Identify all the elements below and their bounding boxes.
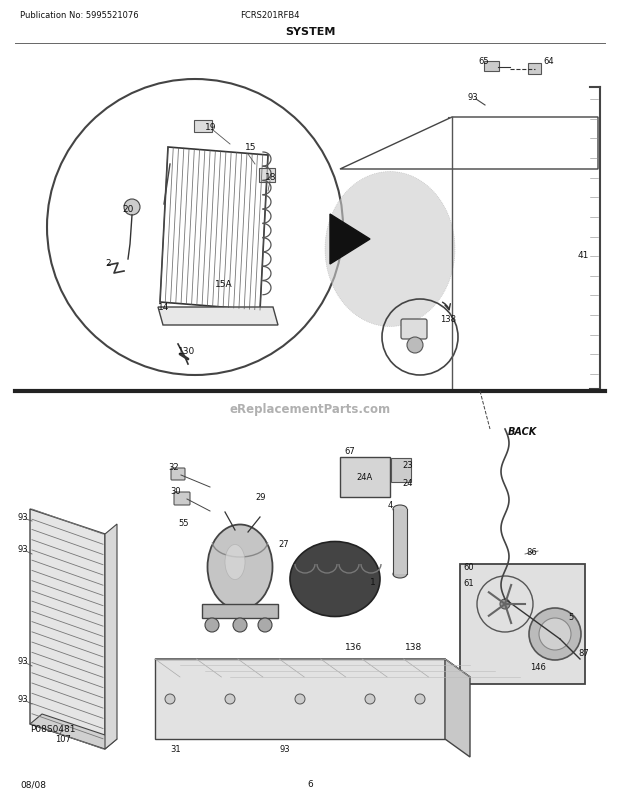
Circle shape: [124, 200, 140, 216]
Text: 15: 15: [245, 144, 257, 152]
Text: 136: 136: [345, 642, 362, 652]
Text: 30: 30: [170, 487, 180, 496]
Text: 6: 6: [307, 780, 313, 788]
FancyBboxPatch shape: [202, 604, 278, 618]
Circle shape: [529, 608, 581, 660]
Ellipse shape: [325, 172, 455, 327]
Circle shape: [205, 618, 219, 632]
Circle shape: [165, 695, 175, 704]
Text: 86: 86: [526, 548, 537, 557]
Polygon shape: [155, 659, 445, 739]
FancyBboxPatch shape: [484, 62, 498, 71]
Text: 29: 29: [255, 493, 265, 502]
Ellipse shape: [393, 505, 407, 513]
Text: 93: 93: [468, 93, 479, 103]
Text: 4: 4: [388, 501, 393, 510]
Text: 61: 61: [463, 579, 474, 588]
Text: 27: 27: [278, 540, 289, 549]
Text: BACK: BACK: [508, 427, 538, 436]
Text: 24: 24: [402, 479, 412, 488]
Ellipse shape: [393, 570, 407, 578]
Ellipse shape: [225, 545, 245, 580]
Text: 08/08: 08/08: [20, 780, 46, 788]
Circle shape: [415, 695, 425, 704]
Circle shape: [233, 618, 247, 632]
Text: 93: 93: [17, 695, 28, 703]
Polygon shape: [158, 308, 278, 326]
Text: 65: 65: [478, 56, 489, 66]
Text: 67: 67: [344, 447, 355, 456]
Polygon shape: [330, 215, 370, 265]
Text: 14: 14: [158, 303, 169, 312]
Polygon shape: [30, 714, 117, 749]
FancyBboxPatch shape: [391, 459, 411, 482]
FancyBboxPatch shape: [340, 457, 390, 497]
Text: 55: 55: [178, 519, 188, 528]
Circle shape: [365, 695, 375, 704]
Circle shape: [225, 695, 235, 704]
Text: 18: 18: [265, 173, 277, 182]
FancyBboxPatch shape: [194, 121, 212, 133]
Text: 41: 41: [578, 250, 590, 259]
Text: 93: 93: [17, 512, 28, 522]
Circle shape: [295, 695, 305, 704]
Text: 87: 87: [578, 649, 589, 658]
Text: eReplacementParts.com: eReplacementParts.com: [229, 403, 391, 416]
Text: 20: 20: [122, 205, 133, 214]
Text: 1: 1: [370, 577, 376, 587]
Polygon shape: [105, 525, 117, 749]
Text: 146: 146: [530, 662, 546, 671]
FancyBboxPatch shape: [171, 468, 185, 480]
Text: 60: 60: [463, 563, 474, 572]
Text: 93: 93: [17, 657, 28, 666]
Text: SYSTEM: SYSTEM: [285, 27, 335, 37]
Text: 107: 107: [55, 735, 71, 743]
Text: 64: 64: [543, 58, 554, 67]
Text: 93: 93: [17, 545, 28, 554]
Text: FCRS201RFB4: FCRS201RFB4: [240, 11, 299, 21]
Circle shape: [258, 618, 272, 632]
Text: 93: 93: [280, 744, 291, 754]
Text: 32: 32: [168, 463, 179, 472]
Circle shape: [500, 599, 510, 610]
Text: Publication No: 5995521076: Publication No: 5995521076: [20, 11, 139, 21]
Text: 24A: 24A: [357, 473, 373, 482]
FancyBboxPatch shape: [401, 320, 427, 339]
Text: 31: 31: [170, 744, 180, 754]
Circle shape: [407, 338, 423, 354]
FancyBboxPatch shape: [460, 565, 585, 684]
Text: P08S0481: P08S0481: [30, 724, 76, 734]
FancyBboxPatch shape: [259, 168, 275, 183]
FancyBboxPatch shape: [393, 509, 407, 574]
Text: 19: 19: [205, 124, 216, 132]
Text: 15A: 15A: [215, 280, 232, 290]
Text: 138: 138: [440, 315, 456, 324]
Polygon shape: [30, 509, 105, 749]
Text: 23: 23: [402, 461, 413, 470]
Text: 2: 2: [105, 259, 110, 268]
Ellipse shape: [208, 525, 273, 610]
FancyBboxPatch shape: [528, 63, 541, 75]
FancyBboxPatch shape: [174, 492, 190, 505]
Polygon shape: [155, 659, 470, 677]
Text: 5: 5: [568, 613, 574, 622]
Text: 138: 138: [405, 642, 422, 652]
Polygon shape: [445, 659, 470, 757]
Circle shape: [539, 618, 571, 650]
Text: 130: 130: [178, 347, 195, 356]
Ellipse shape: [290, 542, 380, 617]
